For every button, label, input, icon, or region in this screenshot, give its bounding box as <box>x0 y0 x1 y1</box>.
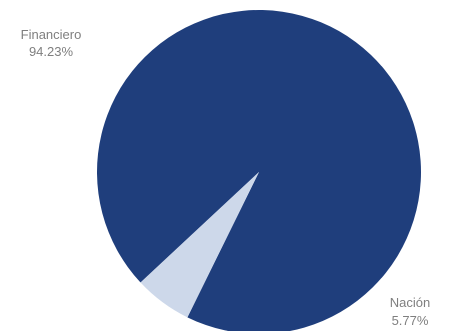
pie-slice-financiero <box>97 10 421 331</box>
slice-label-value-nacion: 5.77% <box>392 313 429 328</box>
slice-label-name-nacion: Nación <box>390 295 430 310</box>
pie-slices <box>97 10 421 331</box>
pie-slice-nacion <box>140 172 259 318</box>
slice-labels: Financiero 94.23% Nación 5.77% <box>21 27 431 328</box>
slice-label-name-financiero: Financiero <box>21 27 82 42</box>
slice-label-value-financiero: 94.23% <box>29 44 74 59</box>
